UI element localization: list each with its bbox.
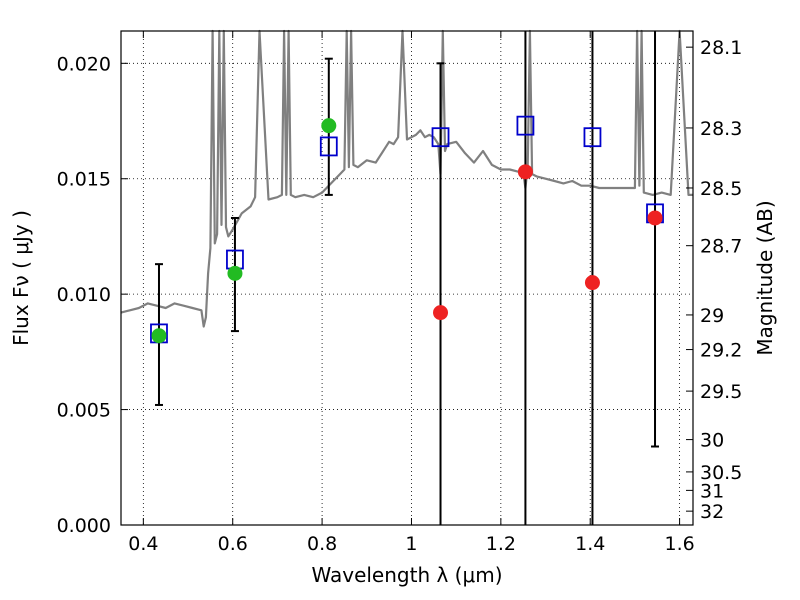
y2-tick-label: 28.3 [700, 118, 742, 140]
limit-point [647, 210, 663, 226]
y-tick-label: 0.020 [57, 53, 111, 75]
y2-axis-title: Magnitude (AB) [753, 200, 777, 355]
y2-tick-label: 30 [700, 430, 724, 452]
y2-tick-label: 29.5 [700, 381, 742, 403]
x-tick-label: 0.8 [307, 533, 337, 555]
x-tick-label: 1.6 [664, 533, 694, 555]
detection-point [227, 265, 243, 281]
y-tick-label: 0.005 [57, 400, 111, 422]
y2-tick-label: 29 [700, 305, 724, 327]
y-tick-label: 0.015 [57, 169, 111, 191]
y2-tick-label: 28.7 [700, 236, 742, 258]
axis-ticks: 0.4 0.6 0.8 1 1.2 1.4 1.6 0.000 0.005 0.010 0.015 0… [57, 31, 742, 555]
plot-area [120, 29, 693, 525]
limit-point [433, 305, 449, 321]
plot-frame [120, 30, 694, 526]
grid-lines [121, 31, 693, 525]
x-tick-label: 1.4 [575, 533, 605, 555]
y2-tick-label: 29.2 [700, 340, 742, 362]
limit-point [517, 164, 533, 180]
y-axis-title: Flux Fν ( μJy ) [9, 210, 33, 346]
model-point [516, 115, 535, 136]
model-point [319, 136, 338, 157]
x-tick-label: 0.4 [128, 533, 158, 555]
x-tick-label: 1.2 [486, 533, 516, 555]
limit-point [584, 275, 600, 291]
spectrum-line [120, 29, 693, 328]
x-axis-title: Wavelength λ (μm) [311, 563, 502, 587]
x-tick-label: 0.6 [218, 533, 248, 555]
detection-point [321, 118, 337, 134]
y2-tick-label: 31 [700, 480, 724, 502]
model-point [431, 127, 450, 148]
y-tick-label: 0.000 [57, 515, 111, 537]
y2-tick-label: 28.1 [700, 37, 742, 59]
x-tick-label: 1 [405, 533, 417, 555]
y2-tick-label: 30.5 [700, 462, 742, 484]
y-tick-label: 0.010 [57, 284, 111, 306]
y2-tick-label: 28.5 [700, 178, 742, 200]
model-point [583, 127, 602, 148]
detection-point [151, 328, 167, 344]
y2-tick-label: 32 [700, 501, 724, 523]
